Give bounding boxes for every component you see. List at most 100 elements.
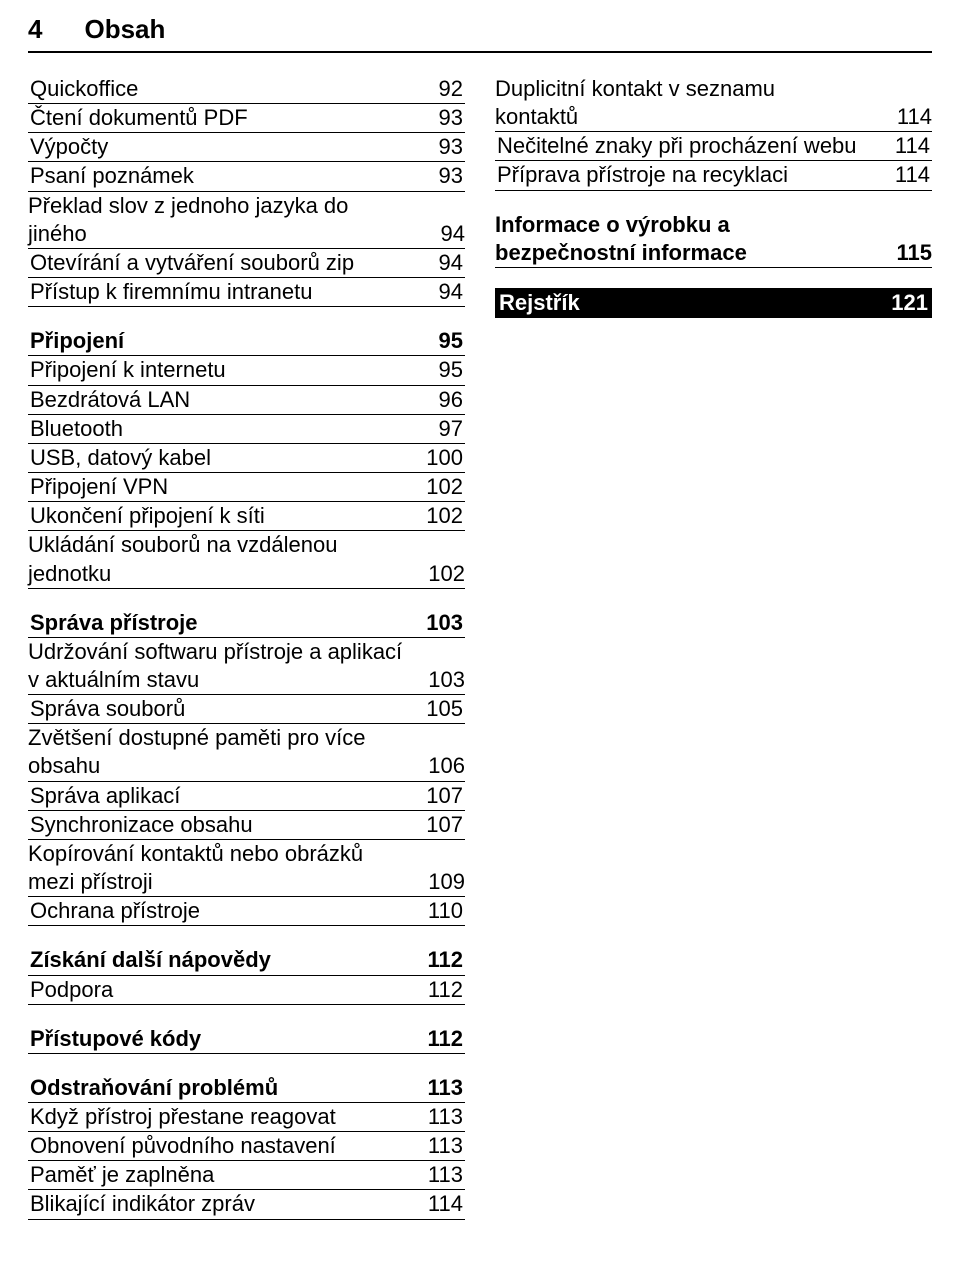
toc-row: Čtení dokumentů PDF 93 (28, 104, 465, 133)
toc-label: Ukládání souborů na vzdálenou (28, 531, 465, 559)
toc-page-number: 94 (439, 249, 463, 277)
toc-page-number: 94 (439, 278, 463, 306)
toc-row: Ukončení připojení k síti 102 (28, 502, 465, 531)
toc-page-number: 93 (439, 162, 463, 190)
toc-label: Správa přístroje (30, 609, 426, 637)
toc-page-number: 114 (895, 132, 930, 160)
toc-label: Paměť je zaplněna (30, 1161, 428, 1189)
toc-page: 4 Obsah Quickoffice 92 Čtení dokumentů P… (0, 0, 960, 1248)
toc-label: Kopírování kontaktů nebo obrázků (28, 840, 465, 868)
toc-label: jednotku (28, 560, 111, 588)
toc-row: Ochrana přístroje 110 (28, 897, 465, 926)
toc-row: Připojení VPN 102 (28, 473, 465, 502)
toc-label: Připojení (30, 327, 439, 355)
toc-label: Překlad slov z jednoho jazyka do (28, 192, 465, 220)
toc-row: Nečitelné znaky při procházení webu 114 (495, 132, 932, 161)
toc-label: bezpečnostní informace (495, 239, 747, 267)
toc-page-number: 114 (895, 161, 930, 189)
toc-page-number: 97 (439, 415, 463, 443)
toc-page-number: 107 (426, 811, 463, 839)
toc-page-number: 92 (439, 75, 463, 103)
toc-row: Paměť je zaplněna 113 (28, 1161, 465, 1190)
toc-row: Quickoffice 92 (28, 75, 465, 104)
toc-label: Rejstřík (499, 289, 891, 317)
toc-page-number: 100 (426, 444, 463, 472)
toc-label: Duplicitní kontakt v seznamu (495, 75, 932, 103)
toc-row: Udržování softwaru přístroje a aplikací … (28, 638, 465, 695)
toc-page-number: 103 (426, 609, 463, 637)
toc-page-number: 113 (428, 1161, 463, 1189)
toc-row: Synchronizace obsahu 107 (28, 811, 465, 840)
toc-page-number: 114 (428, 1190, 463, 1218)
toc-label: Výpočty (30, 133, 439, 161)
toc-page-number: 107 (426, 782, 463, 810)
toc-columns: Quickoffice 92 Čtení dokumentů PDF 93 Vý… (28, 75, 932, 1220)
toc-page-number: 114 (897, 103, 932, 131)
toc-label: Nečitelné znaky při procházení webu (497, 132, 895, 160)
toc-page-number: 109 (428, 868, 465, 896)
toc-section-header: Informace o výrobku a bezpečnostní infor… (495, 211, 932, 268)
toc-label: Quickoffice (30, 75, 439, 103)
toc-label: Informace o výrobku a (495, 211, 932, 239)
toc-row: Připojení k internetu 95 (28, 356, 465, 385)
toc-row: Bluetooth 97 (28, 415, 465, 444)
toc-page-number: 94 (441, 220, 465, 248)
toc-row: Překlad slov z jednoho jazyka do jiného … (28, 192, 465, 249)
toc-label: Správa souborů (30, 695, 426, 723)
toc-page-number: 113 (428, 1132, 463, 1160)
toc-label: Přístup k firemnímu intranetu (30, 278, 439, 306)
toc-label: Udržování softwaru přístroje a aplikací (28, 638, 465, 666)
toc-row: USB, datový kabel 100 (28, 444, 465, 473)
toc-page-number: 96 (439, 386, 463, 414)
toc-page-number: 121 (891, 289, 928, 317)
page-header: 4 Obsah (28, 14, 932, 53)
toc-label: Otevírání a vytváření souborů zip (30, 249, 439, 277)
toc-label: kontaktů (495, 103, 578, 131)
toc-label: Přístupové kódy (30, 1025, 428, 1053)
toc-page-number: 112 (428, 946, 464, 974)
toc-page-number: 93 (439, 104, 463, 132)
toc-page-number: 110 (428, 897, 463, 925)
toc-row: Správa souborů 105 (28, 695, 465, 724)
toc-label: Ukončení připojení k síti (30, 502, 426, 530)
toc-label: USB, datový kabel (30, 444, 426, 472)
toc-section-header: Získání další nápovědy 112 (28, 946, 465, 975)
toc-row: Bezdrátová LAN 96 (28, 386, 465, 415)
page-title: Obsah (84, 14, 165, 45)
toc-row: Výpočty 93 (28, 133, 465, 162)
toc-row: Přístup k firemnímu intranetu 94 (28, 278, 465, 307)
toc-label: Obnovení původního nastavení (30, 1132, 428, 1160)
toc-label: Podpora (30, 976, 428, 1004)
page-number: 4 (28, 14, 42, 45)
toc-label: Ochrana přístroje (30, 897, 428, 925)
toc-section-header: Správa přístroje 103 (28, 609, 465, 638)
toc-page-number: 93 (439, 133, 463, 161)
toc-row: Kopírování kontaktů nebo obrázků mezi př… (28, 840, 465, 897)
toc-row: Zvětšení dostupné paměti pro více obsahu… (28, 724, 465, 781)
toc-section-header: Odstraňování problémů 113 (28, 1074, 465, 1103)
toc-row: Blikající indikátor zpráv 114 (28, 1190, 465, 1219)
toc-page-number: 115 (897, 239, 933, 267)
toc-row: Příprava přístroje na recyklaci 114 (495, 161, 932, 190)
toc-row: Psaní poznámek 93 (28, 162, 465, 191)
toc-label: Získání další nápovědy (30, 946, 428, 974)
toc-page-number: 112 (428, 1025, 464, 1053)
toc-row: Když přístroj přestane reagovat 113 (28, 1103, 465, 1132)
toc-page-number: 95 (439, 327, 463, 355)
toc-page-number: 95 (439, 356, 463, 384)
toc-section-header-inverse: Rejstřík 121 (495, 288, 932, 318)
toc-row: Podpora 112 (28, 976, 465, 1005)
toc-label: jiného (28, 220, 87, 248)
toc-section-header: Přístupové kódy 112 (28, 1025, 465, 1054)
toc-page-number: 105 (426, 695, 463, 723)
toc-row: Ukládání souborů na vzdálenou jednotku 1… (28, 531, 465, 588)
toc-row: Správa aplikací 107 (28, 782, 465, 811)
toc-label: mezi přístroji (28, 868, 153, 896)
toc-label: Blikající indikátor zpráv (30, 1190, 428, 1218)
toc-label: Správa aplikací (30, 782, 426, 810)
toc-column-left: Quickoffice 92 Čtení dokumentů PDF 93 Vý… (28, 75, 465, 1220)
toc-row: Duplicitní kontakt v seznamu kontaktů 11… (495, 75, 932, 132)
toc-page-number: 102 (426, 502, 463, 530)
toc-page-number: 113 (428, 1074, 464, 1102)
toc-section-header: Připojení 95 (28, 327, 465, 356)
